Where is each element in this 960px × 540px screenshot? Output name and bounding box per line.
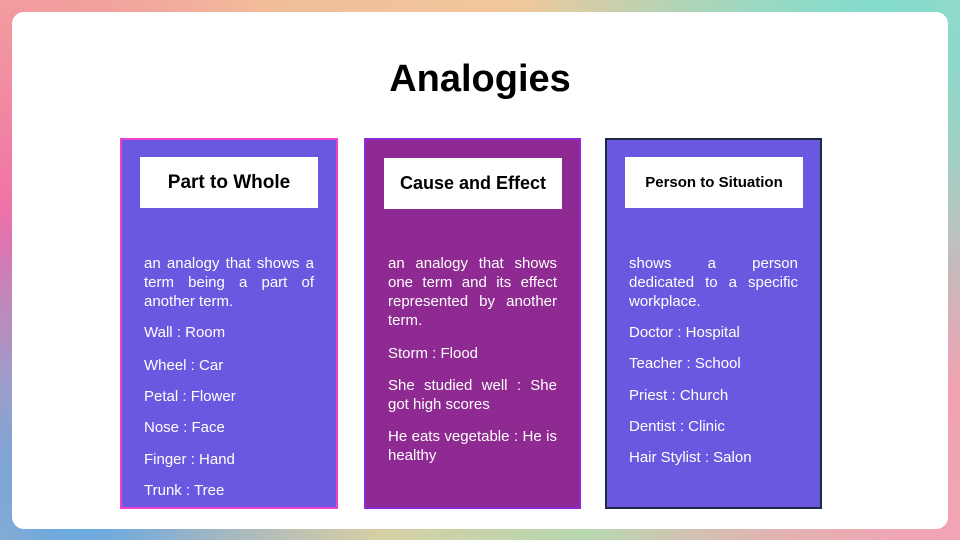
card-description: an analogy that shows a term being a par…: [144, 255, 314, 310]
example-item: Trunk : Tree: [144, 482, 225, 499]
card-description: an analogy that shows one term and its e…: [388, 255, 557, 329]
example-item: Nose : Face: [144, 419, 225, 436]
example-item: Doctor : Hospital: [629, 324, 740, 341]
card-description: shows a person dedicated to a specific w…: [629, 255, 798, 310]
card-heading: Cause and Effect: [384, 158, 562, 209]
card-body: an analogy that shows one term and its e…: [388, 254, 557, 465]
example-item: Finger : Hand: [144, 451, 235, 468]
example-item: Petal : Flower: [144, 388, 236, 405]
card-body: shows a person dedicated to a specific w…: [629, 254, 798, 467]
example-item: Wheel : Car: [144, 357, 224, 374]
example-item: Priest : Church: [629, 387, 729, 404]
card-heading: Part to Whole: [140, 157, 318, 208]
example-item: She studied well : She got high scores: [388, 377, 557, 413]
card-cause-and-effect: Cause and Effect an analogy that shows o…: [364, 138, 581, 509]
card-heading: Person to Situation: [625, 157, 803, 208]
example-item: Wall : Room: [144, 324, 226, 341]
example-item: Teacher : School: [629, 355, 741, 372]
example-item: Storm : Flood: [388, 345, 479, 362]
card-part-to-whole: Part to Whole an analogy that shows a te…: [120, 138, 338, 509]
example-item: Dentist : Clinic: [629, 418, 725, 435]
card-person-to-situation: Person to Situation shows a person dedic…: [605, 138, 822, 509]
example-item: Hair Stylist : Salon: [629, 449, 752, 466]
example-item: He eats vegetable : He is healthy: [388, 428, 557, 464]
slide-title: Analogies: [389, 58, 571, 100]
card-body: an analogy that shows a term being a par…: [144, 254, 314, 500]
